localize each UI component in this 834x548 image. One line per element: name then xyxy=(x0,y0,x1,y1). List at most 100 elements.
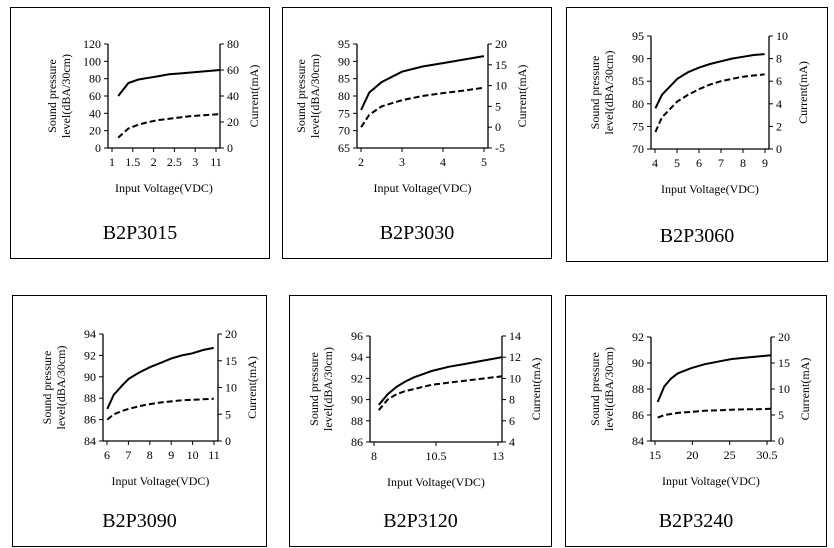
left-tick-label: 95 xyxy=(338,37,350,51)
right-tick-label: 4 xyxy=(509,435,515,449)
right-tick-label: 40 xyxy=(227,89,239,103)
chart-svg: 86 88 90 92 94 96 4 6 8 10 12 14 8 10.5 13 Input Voltag… xyxy=(307,329,543,489)
chart-svg: 65 70 75 80 85 90 95 -5 0 5 10 15 20 2 3 4 5 Input Voltag… xyxy=(294,37,529,195)
left-tick-label: 85 xyxy=(632,74,644,88)
left-axis-label-line2: level(dBA/30cm) xyxy=(54,346,68,430)
chart-panel: 65 70 75 80 85 90 95 -5 0 5 10 15 20 2 3 4 5 Input Voltag… xyxy=(282,7,552,259)
right-tick-label: 8 xyxy=(509,393,515,407)
left-axis-label-line1: Sound pressure xyxy=(307,352,321,426)
chart-panel: 0 20 40 60 80 100 120 0 20 40 60 80 1 1.5 2 2.5 3 11 Input… xyxy=(10,7,270,259)
x-tick-label: 1.5 xyxy=(125,155,140,169)
x-tick-label: 2 xyxy=(358,155,364,169)
x-tick-label: 4 xyxy=(440,155,446,169)
right-tick-label: 0 xyxy=(778,434,784,448)
right-tick-label: 60 xyxy=(227,63,239,77)
right-axis-label: Current(mA) xyxy=(515,65,529,128)
left-tick-label: 120 xyxy=(83,37,101,51)
x-axis-label: Input Voltage(VDC) xyxy=(115,181,213,195)
right-tick-label: 80 xyxy=(227,37,239,51)
right-tick-label: 0 xyxy=(225,434,231,448)
sound-pressure-line xyxy=(656,354,772,403)
left-tick-label: 0 xyxy=(95,141,101,155)
left-tick-label: 88 xyxy=(632,382,644,396)
left-tick-label: 90 xyxy=(351,393,363,407)
x-tick-label: 9 xyxy=(168,448,174,462)
right-axis-label: Current(mA) xyxy=(247,65,261,128)
right-tick-label: 0 xyxy=(495,120,501,134)
right-tick-label: 10 xyxy=(776,29,788,43)
left-tick-label: 75 xyxy=(338,106,350,120)
model-name: B2P3030 xyxy=(379,222,455,244)
sound-pressure-line xyxy=(117,69,221,97)
right-tick-label: 12 xyxy=(509,350,521,364)
left-tick-label: 84 xyxy=(632,434,644,448)
chart-panel: 86 88 90 92 94 96 4 6 8 10 12 14 8 10.5 13 Input Voltag… xyxy=(289,295,552,547)
left-tick-label: 100 xyxy=(83,54,101,68)
left-tick-label: 88 xyxy=(351,414,363,428)
x-tick-label: 15 xyxy=(649,448,661,462)
x-tick-label: 9 xyxy=(762,156,768,170)
left-tick-label: 90 xyxy=(338,54,350,68)
right-tick-label: 0 xyxy=(776,142,782,156)
x-tick-label: 13 xyxy=(492,449,504,463)
chart-panel: 70 75 80 85 90 95 0 2 4 6 8 10 4 5 6 7 8 9 Input Voltage(V… xyxy=(566,7,828,262)
x-tick-label: 4 xyxy=(652,156,658,170)
x-tick-label: 1 xyxy=(109,155,115,169)
left-tick-label: 95 xyxy=(632,29,644,43)
right-axis-label: Current(mA) xyxy=(245,356,259,419)
x-tick-label: 11 xyxy=(210,155,222,169)
left-axis-label-line1: Sound pressure xyxy=(294,59,308,133)
right-tick-label: 10 xyxy=(225,381,237,395)
current-line xyxy=(654,73,765,133)
right-tick-label: 5 xyxy=(225,407,231,421)
left-tick-label: 65 xyxy=(338,141,350,155)
left-axis-label-line1: Sound pressure xyxy=(588,352,602,426)
left-tick-label: 88 xyxy=(84,391,96,405)
right-tick-label: 20 xyxy=(227,115,239,129)
x-tick-label: 2 xyxy=(151,155,157,169)
x-tick-label: 10 xyxy=(187,448,199,462)
left-tick-label: 85 xyxy=(338,72,350,86)
left-tick-label: 94 xyxy=(84,327,96,341)
left-tick-label: 80 xyxy=(89,72,101,86)
x-tick-label: 2.5 xyxy=(167,155,182,169)
x-tick-label: 8 xyxy=(740,156,746,170)
right-tick-label: 10 xyxy=(778,382,790,396)
right-tick-label: 5 xyxy=(778,408,784,422)
model-name: B2P3015 xyxy=(102,222,178,244)
left-axis-label-line2: level(dBA/30cm) xyxy=(602,51,616,135)
left-axis-label-line2: level(dBA/30cm) xyxy=(308,54,322,138)
left-tick-label: 90 xyxy=(84,370,96,384)
x-tick-label: 6 xyxy=(104,448,110,462)
sound-pressure-line xyxy=(106,346,214,410)
x-tick-label: 5 xyxy=(481,155,487,169)
x-axis-label: Input Voltage(VDC) xyxy=(387,475,485,489)
right-tick-label: 15 xyxy=(495,58,507,72)
right-tick-label: -5 xyxy=(495,141,505,155)
right-tick-label: 0 xyxy=(227,141,233,155)
left-tick-label: 60 xyxy=(89,89,101,103)
right-axis-label: Current(mA) xyxy=(796,61,810,124)
x-axis-label: Input Voltage(VDC) xyxy=(374,181,472,195)
x-tick-label: 5 xyxy=(674,156,680,170)
chart-panel: 84 86 88 90 92 94 0 5 10 15 20 6 7 8 9 10 11 Input Voltag… xyxy=(12,295,267,547)
current-line xyxy=(117,113,221,139)
left-axis-label-line1: Sound pressure xyxy=(40,351,54,425)
right-tick-label: 15 xyxy=(225,354,237,368)
left-axis-label-line1: Sound pressure xyxy=(45,59,59,133)
x-tick-label: 6 xyxy=(696,156,702,170)
model-name: B2P3060 xyxy=(659,225,735,247)
sound-pressure-line xyxy=(360,55,485,111)
right-tick-label: 6 xyxy=(509,414,515,428)
x-axis-label: Input Voltage(VDC) xyxy=(112,474,210,488)
left-tick-label: 70 xyxy=(338,124,350,138)
current-line xyxy=(106,397,214,421)
right-tick-label: 6 xyxy=(776,74,782,88)
left-tick-label: 92 xyxy=(632,330,644,344)
current-line xyxy=(360,86,485,128)
right-tick-label: 20 xyxy=(778,330,790,344)
x-axis-label: Input Voltage(VDC) xyxy=(661,182,759,196)
left-tick-label: 92 xyxy=(351,371,363,385)
left-tick-label: 84 xyxy=(84,434,96,448)
right-tick-label: 10 xyxy=(509,371,521,385)
